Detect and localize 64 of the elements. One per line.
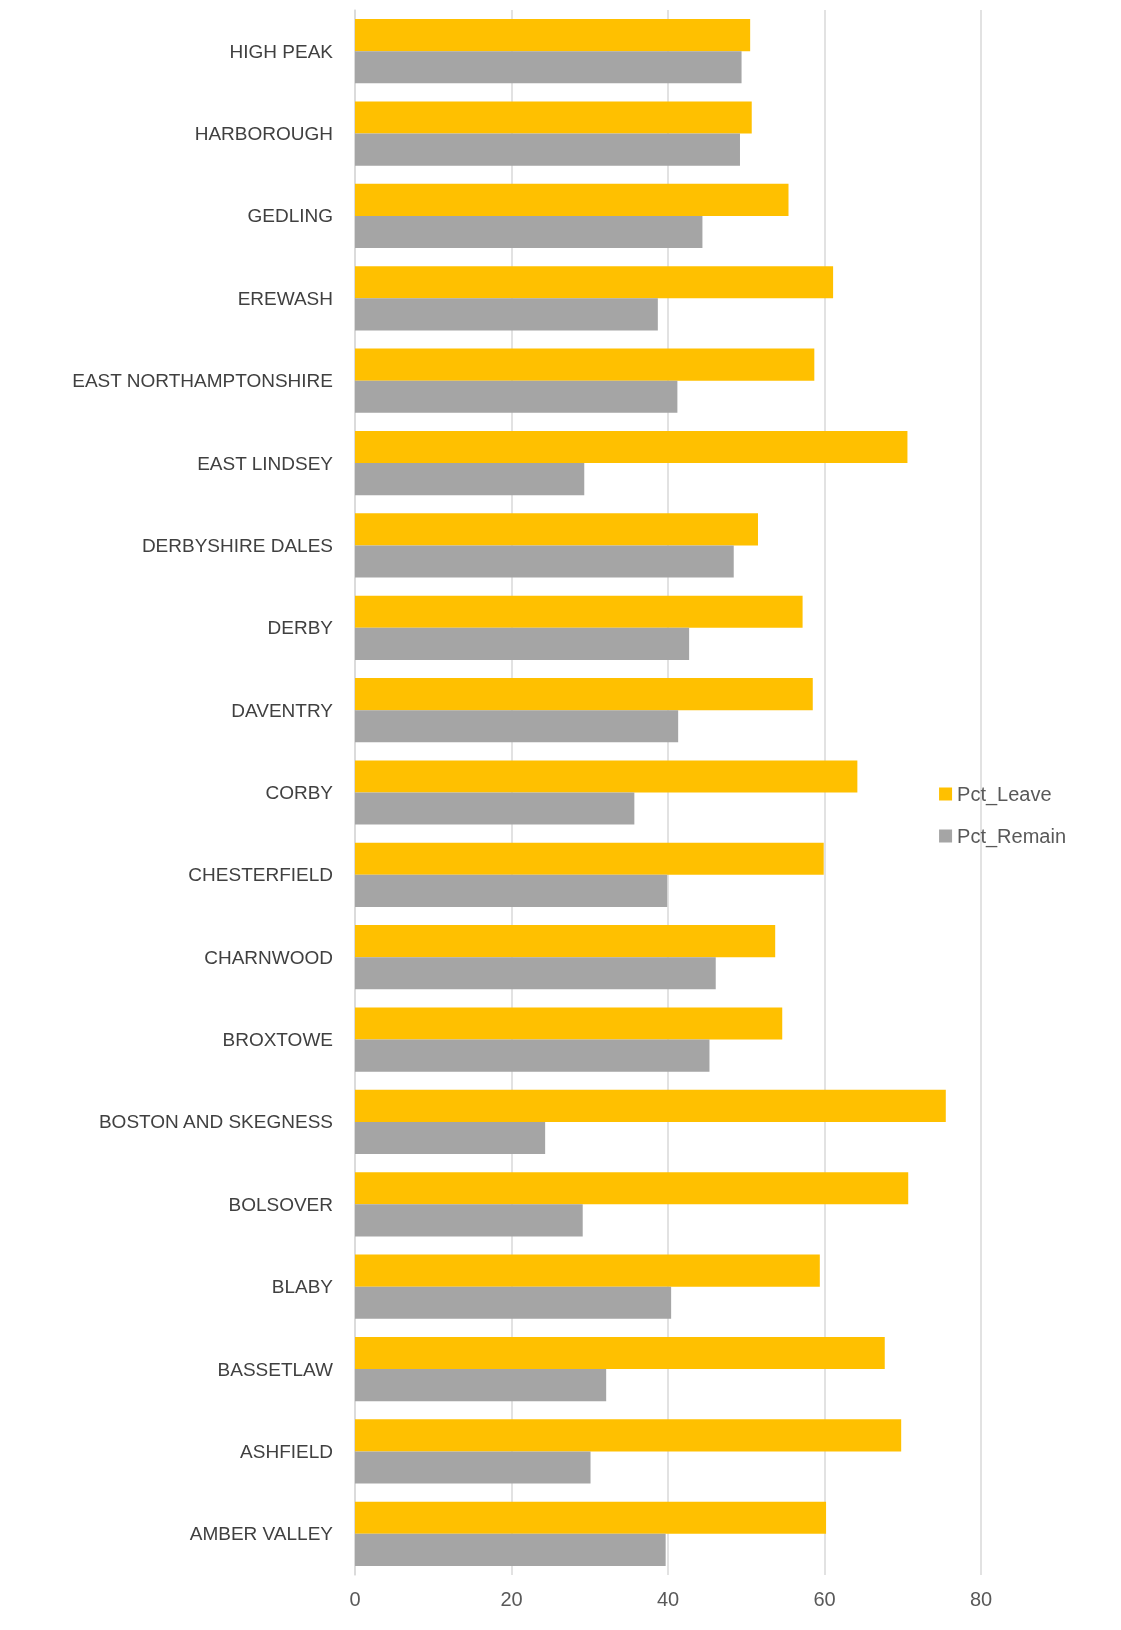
y-tick-label: HARBOROUGH [194, 123, 333, 145]
bar [355, 1089, 946, 1122]
bar [355, 595, 803, 628]
bar [355, 298, 658, 331]
bar [355, 133, 740, 166]
y-tick-label: DERBYSHIRE DALES [141, 534, 333, 556]
y-tick-label: CORBY [265, 782, 334, 803]
bar [355, 215, 703, 249]
bar [355, 1533, 666, 1566]
x-tick-label: 0 [349, 1588, 361, 1610]
bar [355, 463, 585, 496]
bar [355, 1451, 591, 1484]
y-tick-label: BLABY [271, 1276, 334, 1298]
bar [355, 1369, 607, 1402]
y-tick-label: BOSTON AND SKEGNESS [98, 1111, 333, 1133]
bar [355, 1007, 783, 1040]
bar [355, 1501, 827, 1534]
y-tick-label: EAST NORTHAMPTONSHIRE [72, 370, 333, 392]
bar [355, 1286, 672, 1319]
bar [355, 183, 789, 216]
bar [355, 1254, 820, 1287]
bar [355, 430, 908, 464]
y-tick-label: HIGH PEAK [229, 40, 334, 62]
bar [355, 760, 858, 793]
legend-label: Pct_Leave [957, 783, 1052, 806]
legend-label: Pct_Remain [957, 825, 1066, 848]
x-tick-label: 60 [813, 1588, 836, 1610]
bar [355, 266, 834, 299]
bar [355, 710, 679, 743]
bar [355, 513, 758, 546]
bar [355, 545, 734, 578]
x-tick-label: 80 [969, 1588, 993, 1610]
bar [355, 678, 813, 711]
y-tick-label: BASSETLAW [217, 1358, 334, 1380]
bar [355, 1204, 583, 1237]
y-tick-label: CHARNWOOD [204, 946, 333, 968]
bar [355, 1039, 710, 1072]
bar [355, 1419, 902, 1452]
y-tick-label: DAVENTRY [231, 699, 334, 721]
bar [355, 101, 752, 134]
bar [355, 19, 751, 52]
y-tick-label: AMBER VALLEY [189, 1523, 334, 1545]
y-tick-label: EAST LINDSEY [197, 452, 334, 474]
bar [355, 348, 815, 381]
bar [355, 627, 690, 660]
bar [355, 1172, 909, 1205]
bar [355, 1336, 885, 1370]
bar [355, 874, 668, 907]
bar [355, 842, 824, 875]
bar [355, 1121, 546, 1155]
y-tick-label: EREWASH [237, 287, 333, 309]
bar [355, 957, 716, 990]
bar [355, 380, 678, 413]
y-tick-label: ASHFIELD [240, 1440, 333, 1462]
x-tick-label: 20 [500, 1588, 523, 1610]
bar [355, 51, 742, 84]
y-tick-label: BOLSOVER [228, 1193, 333, 1215]
y-tick-label: DERBY [267, 617, 334, 639]
bar [355, 792, 635, 825]
x-tick-label: 40 [656, 1588, 680, 1610]
y-tick-label: GEDLING [247, 205, 333, 227]
y-tick-label: CHESTERFIELD [188, 864, 333, 886]
y-tick-label: BROXTOWE [222, 1029, 333, 1051]
bar [355, 925, 776, 958]
